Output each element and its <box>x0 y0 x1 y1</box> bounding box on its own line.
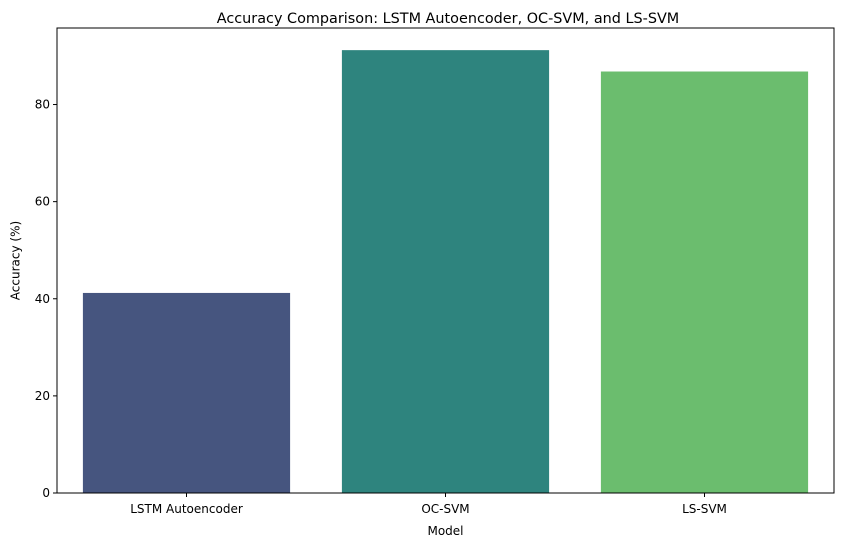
y-tick-label: 40 <box>35 292 50 306</box>
bar <box>341 50 550 493</box>
x-axis: LSTM Autoencoder OC-SVM LS-SVM <box>130 493 727 516</box>
y-tick-label: 80 <box>35 98 50 112</box>
x-tick-label: LS-SVM <box>682 502 727 516</box>
y-axis-title: Accuracy (%) <box>9 221 23 300</box>
chart-title: Accuracy Comparison: LSTM Autoencoder, O… <box>217 11 679 27</box>
y-axis: 0 20 40 60 80 <box>35 98 57 500</box>
y-tick-label: 0 <box>42 486 50 500</box>
x-tick-label: LSTM Autoencoder <box>130 502 243 516</box>
y-tick-label: 20 <box>35 389 50 403</box>
bar <box>82 292 291 493</box>
x-axis-title: Model <box>427 524 463 538</box>
bars-layer <box>82 50 809 493</box>
bar <box>600 71 809 493</box>
y-tick-label: 60 <box>35 195 50 209</box>
x-tick-label: OC-SVM <box>421 502 469 516</box>
